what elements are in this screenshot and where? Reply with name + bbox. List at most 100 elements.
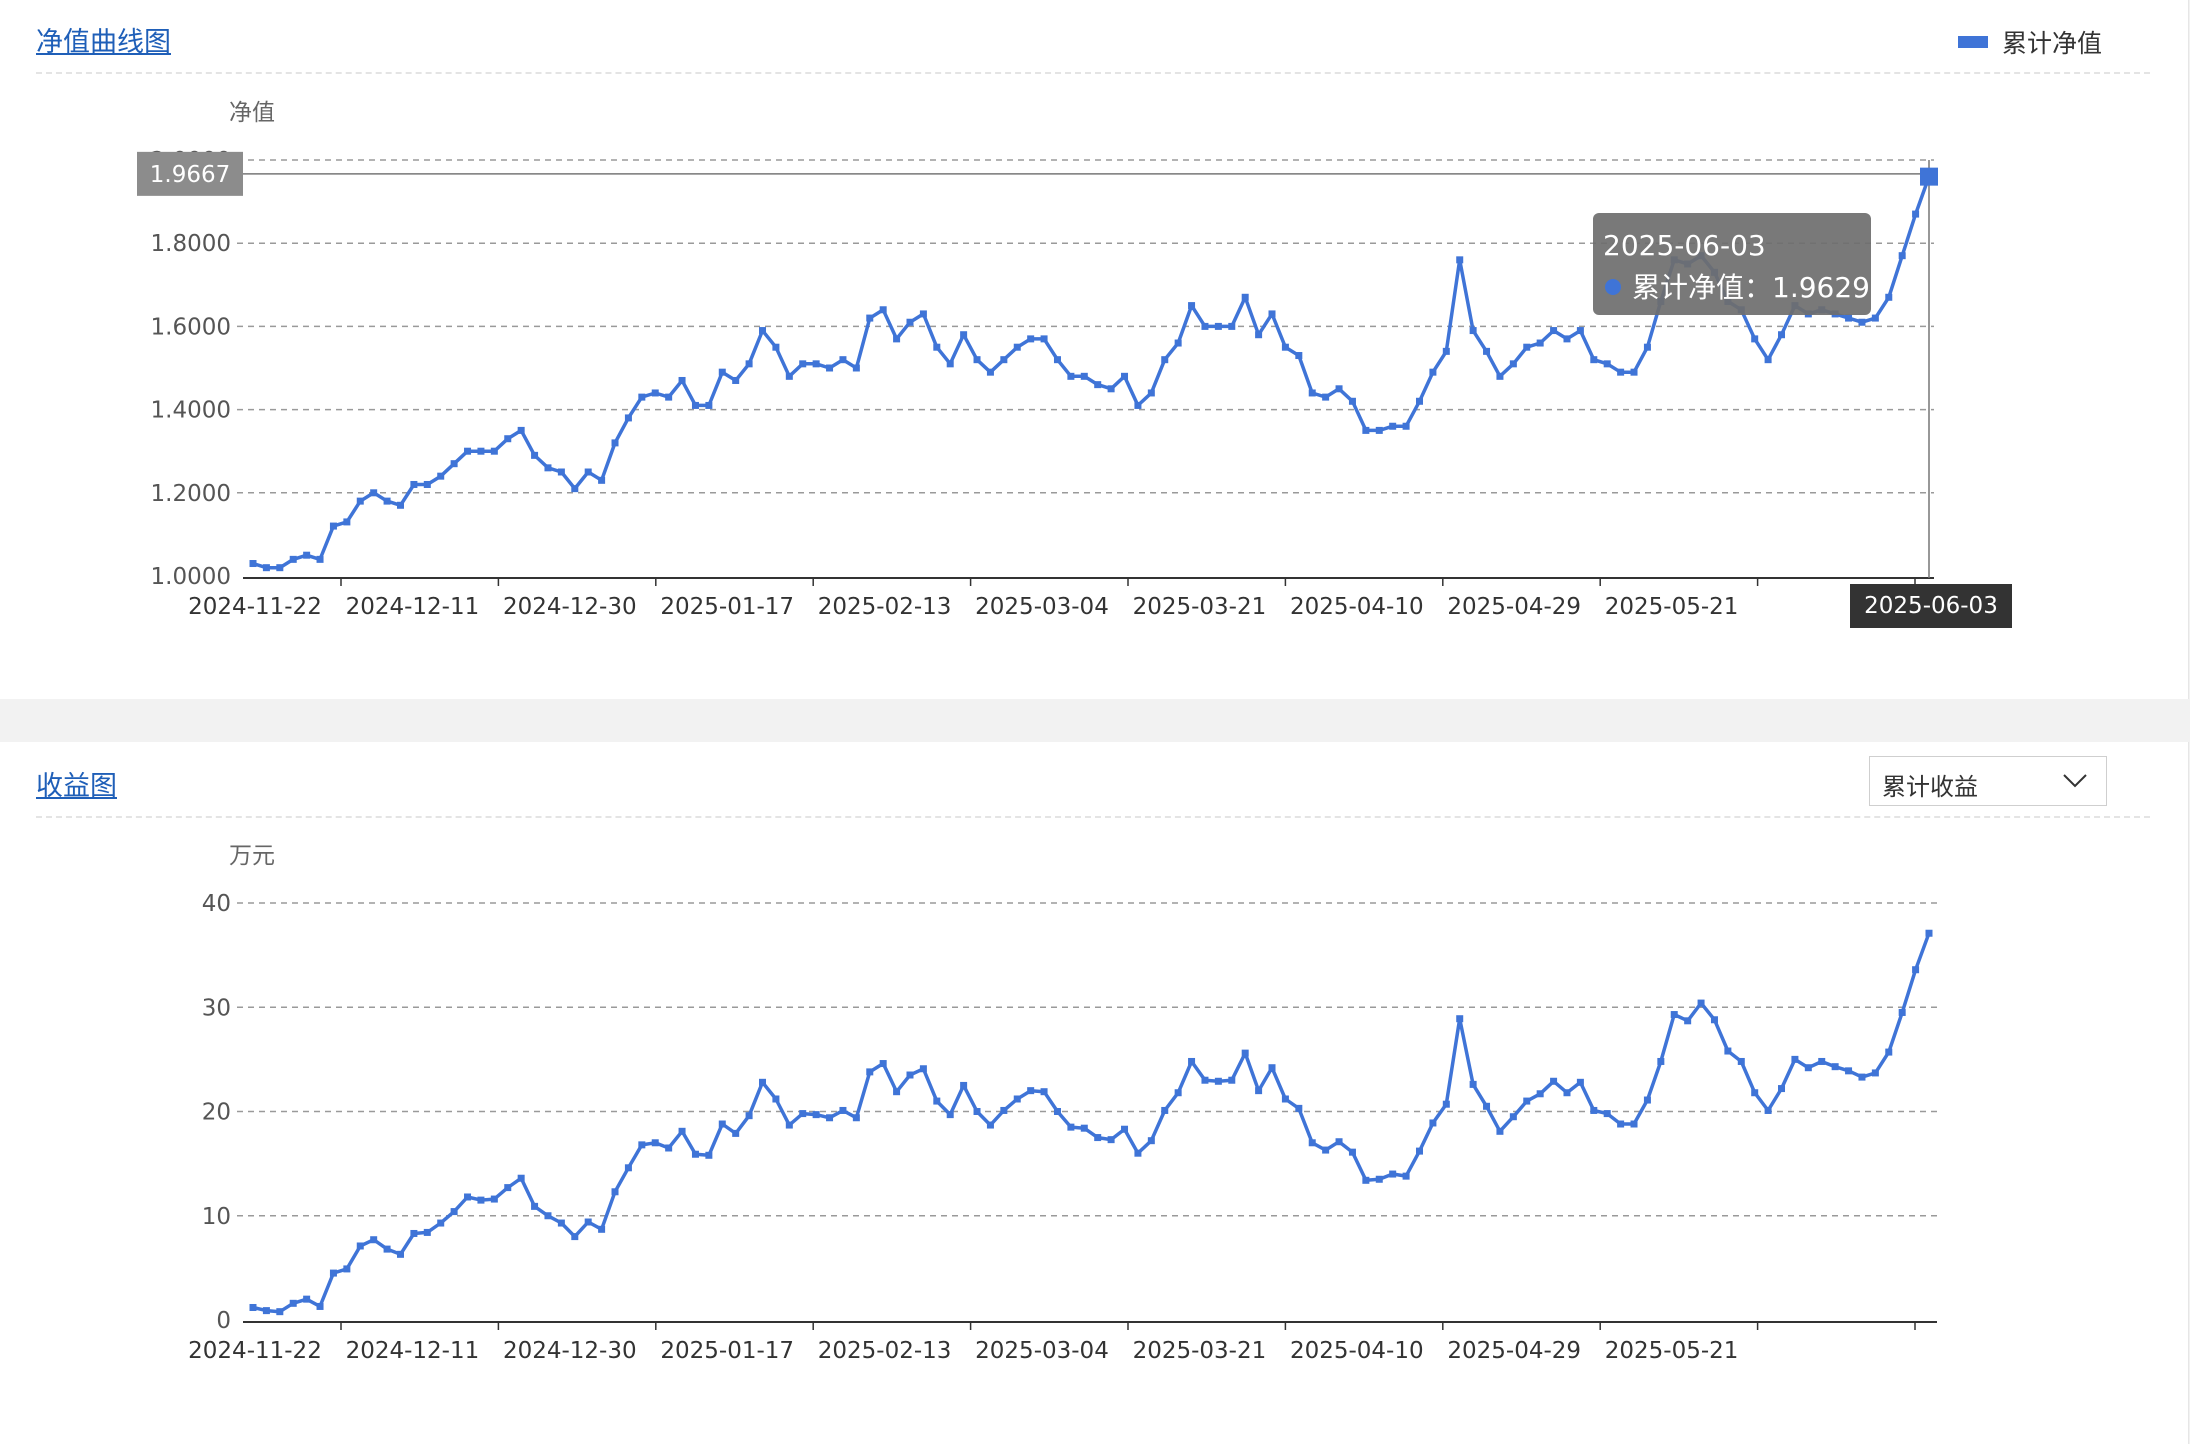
data-point [1858, 1073, 1866, 1081]
data-point [624, 414, 632, 422]
data-point [1831, 1063, 1839, 1071]
data-point [678, 1127, 686, 1135]
data-point [1389, 422, 1397, 430]
legend-label: 累计净值 [2002, 29, 2103, 58]
data-point [396, 1250, 404, 1258]
data-point [1630, 368, 1638, 376]
y-tick-label: 30 [202, 995, 231, 1021]
data-point [316, 555, 324, 563]
data-point [1362, 1176, 1370, 1184]
data-point [852, 1114, 860, 1122]
data-point [1322, 1146, 1330, 1154]
data-point [1751, 1089, 1759, 1097]
data-point [410, 480, 418, 488]
data-point [356, 1242, 364, 1250]
data-point [1147, 1137, 1155, 1145]
data-point [1121, 372, 1129, 380]
data-point [1094, 381, 1102, 389]
data-point [303, 551, 311, 559]
x-tick-label: 2024-12-11 [346, 594, 480, 620]
data-point [450, 1208, 458, 1216]
data-point [919, 310, 927, 318]
data-point [624, 1164, 632, 1172]
data-point [383, 497, 391, 505]
y-tick-label: 20 [202, 1100, 231, 1126]
data-point [1684, 1017, 1692, 1025]
data-point [1778, 1085, 1786, 1093]
data-point [973, 1108, 981, 1115]
data-point [1201, 1076, 1209, 1084]
x-tick-label: 2025-03-04 [975, 1338, 1109, 1364]
data-point [1563, 1089, 1571, 1097]
data-point [1362, 426, 1370, 434]
data-point [799, 1110, 807, 1118]
y-axis-label: 万元 [229, 843, 275, 869]
data-point [370, 489, 378, 497]
data-point [1268, 1064, 1276, 1072]
data-point [517, 426, 525, 434]
data-point [973, 356, 981, 364]
data-point [946, 1111, 954, 1119]
title-divider [36, 816, 2150, 818]
nav-line-chart[interactable]: 净值1.00001.20001.40001.60001.80002.000020… [0, 40, 2188, 700]
data-point [1576, 1078, 1584, 1086]
data-point [732, 376, 740, 384]
data-point [1617, 1120, 1625, 1128]
data-point [1308, 1139, 1316, 1147]
data-point [638, 1141, 646, 1149]
data-point [289, 555, 297, 563]
data-point [678, 376, 686, 384]
data-point [383, 1245, 391, 1253]
profit-type-select[interactable]: 累计收益 [1869, 756, 2107, 806]
data-point [1241, 1049, 1249, 1057]
data-point [638, 393, 646, 401]
data-point [611, 1188, 619, 1196]
data-point [1885, 293, 1893, 301]
data-point [1295, 352, 1303, 360]
data-point [1255, 331, 1263, 339]
data-point [1255, 1087, 1263, 1095]
data-point [1429, 368, 1437, 376]
data-point [866, 1068, 874, 1076]
data-point [1375, 1175, 1383, 1183]
data-point [423, 1228, 431, 1236]
data-point [329, 1269, 337, 1277]
legend-item[interactable]: 累计净值 [1958, 24, 2102, 60]
data-point [1764, 356, 1772, 364]
data-point [1496, 1127, 1504, 1135]
data-point [1228, 322, 1236, 330]
profit-title[interactable]: 收益图 [36, 771, 117, 802]
series-line [252, 176, 1931, 570]
data-point [933, 343, 941, 351]
data-point [812, 1111, 820, 1119]
select-value: 累计收益 [1882, 773, 1978, 801]
data-point [477, 447, 485, 455]
nav-curve-title[interactable]: 净值曲线图 [36, 27, 171, 58]
data-point [1214, 1077, 1222, 1085]
data-point [1080, 372, 1088, 380]
data-point [1402, 422, 1410, 430]
x-tick-label: 2025-01-17 [660, 1338, 794, 1364]
data-point [919, 1065, 927, 1073]
data-point [249, 560, 257, 568]
data-point [1013, 1095, 1021, 1103]
data-point [1456, 1015, 1464, 1023]
data-point [303, 1295, 311, 1303]
data-point [1241, 293, 1249, 301]
data-point [571, 485, 579, 493]
profit-line-chart[interactable]: 万元 0 10 20 30 40 2024-11-22 2024-12-11 2024-12-3… [0, 784, 2188, 1444]
data-point [1053, 1108, 1061, 1115]
data-point [1000, 356, 1008, 364]
data-point [584, 468, 592, 476]
data-point [1845, 314, 1853, 322]
data-point [490, 447, 498, 455]
data-point [504, 435, 512, 443]
data-point [1898, 1008, 1906, 1016]
data-point [1737, 1057, 1745, 1065]
data-point [1348, 1148, 1356, 1156]
data-point [1281, 343, 1289, 351]
data-point [1415, 1147, 1423, 1155]
data-point [504, 1184, 512, 1192]
x-tick-label: 2025-01-17 [660, 594, 794, 620]
data-point [1134, 401, 1142, 409]
